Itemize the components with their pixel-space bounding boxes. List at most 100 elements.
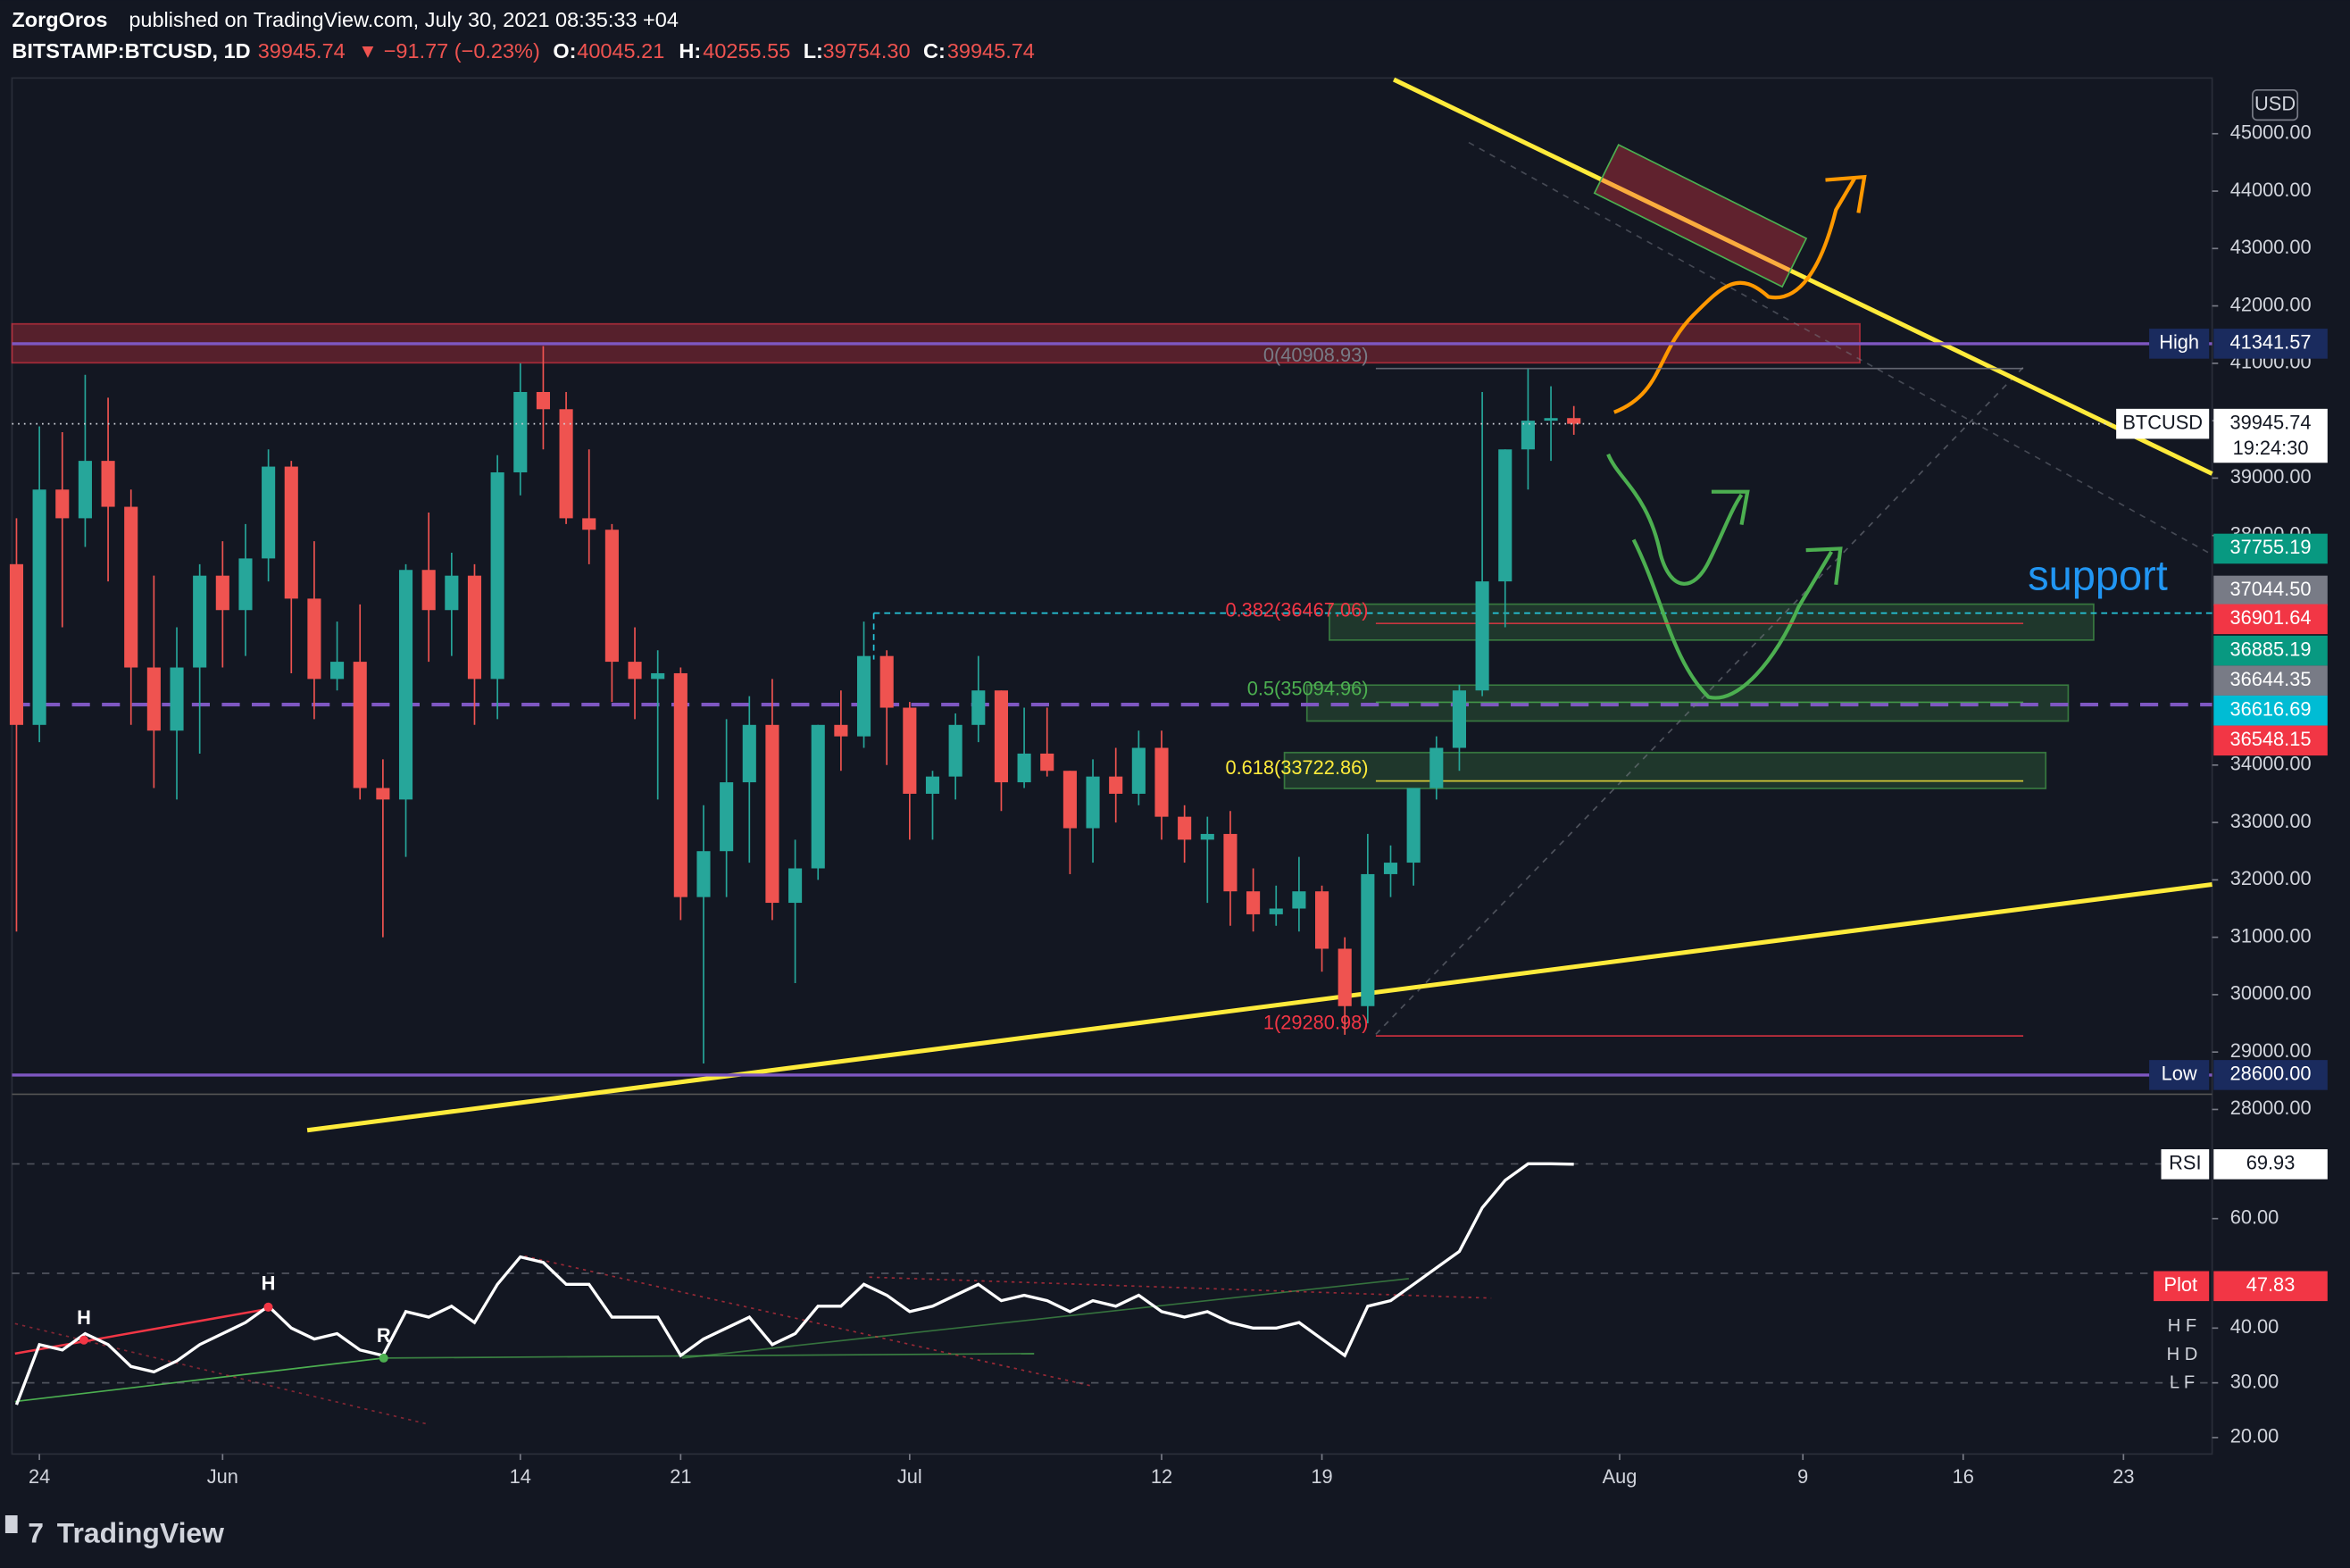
logo-mark: ▘7 [5, 1514, 44, 1548]
candle-body [238, 558, 253, 611]
candle-body [879, 655, 894, 708]
x-tick-label: 19 [1311, 1465, 1332, 1488]
rsi-badge [2161, 1149, 2210, 1180]
candle-body [330, 662, 345, 680]
price-badge-value: 36548.15 [2230, 728, 2312, 750]
y-tick-label: 45000.00 [2230, 121, 2312, 144]
green-arrow [1606, 453, 1744, 586]
candle-body [1475, 581, 1489, 691]
candle-body [856, 655, 871, 737]
x-tick-label: 24 [29, 1465, 50, 1488]
candle-body [307, 598, 321, 680]
x-tick-label: Aug [1603, 1465, 1638, 1488]
y-tick-label: 44000.00 [2230, 179, 2312, 201]
green-arrowhead [1805, 546, 1843, 586]
divergence-label: H [77, 1306, 91, 1329]
candle-body [971, 690, 986, 725]
y-tick-label: 30000.00 [2230, 982, 2312, 1005]
candle-body [398, 570, 413, 800]
candle-body [193, 575, 207, 668]
candle-body [1314, 891, 1329, 949]
plot-badge-name: Plot [2164, 1273, 2198, 1296]
y-tick-label: 39000.00 [2230, 465, 2312, 488]
candle-body [925, 776, 940, 794]
rsi-divergence [14, 1322, 428, 1425]
rsi-divergence [869, 1276, 1492, 1299]
plot-frame [11, 77, 2213, 1455]
rsi-y-tick-label: 30.00 [2230, 1370, 2279, 1392]
orange-arrowhead [1825, 174, 1867, 213]
candle-body [582, 518, 596, 530]
candle-body [1131, 747, 1146, 794]
candle-body [467, 575, 482, 680]
price-badge [2213, 408, 2328, 463]
candle-body [1062, 771, 1077, 829]
plot-badge [2154, 1271, 2210, 1302]
candle-body [9, 563, 24, 725]
candle-body [78, 461, 92, 519]
trend-line [1392, 77, 2213, 476]
candle-body [215, 575, 229, 611]
countdown: 19:24:30 [2233, 437, 2309, 459]
close-key: C: [923, 39, 946, 63]
divergence-label: H [262, 1272, 276, 1294]
support-zone [1329, 603, 2095, 641]
candle-body [490, 471, 504, 680]
price-badge-value: 37755.19 [2230, 536, 2312, 558]
candle-body [536, 391, 550, 410]
candle-body [284, 466, 298, 599]
candle-body [1086, 776, 1100, 829]
candle-body [651, 672, 665, 680]
rsi-legend-mark: L F [2170, 1373, 2195, 1393]
green-arrowhead [1711, 489, 1750, 525]
rsi-legend-mark: H D [2167, 1345, 2198, 1364]
x-tick-label: 14 [510, 1465, 531, 1488]
candle-body [376, 788, 390, 800]
open-value: 40045.21 [577, 39, 664, 63]
candle-body [1223, 833, 1238, 892]
candle-body [673, 672, 688, 897]
close-value: 39945.74 [947, 39, 1035, 63]
last-price: 39945.74 [258, 39, 346, 63]
y-tick-label: 34000.00 [2230, 753, 2312, 775]
pivot-dot [379, 1353, 388, 1363]
candle-body [1544, 418, 1558, 421]
rsi-badge-value: 69.93 [2246, 1152, 2296, 1174]
candle-body [1452, 690, 1467, 748]
candle-body [1178, 816, 1192, 840]
price-badge-value: 39945.74 [2230, 411, 2312, 433]
candle-body [1361, 873, 1375, 1006]
x-tick-label: 9 [1797, 1465, 1808, 1488]
price-badge-name: High [2159, 331, 2199, 354]
candle-body [811, 724, 825, 869]
candle-body [559, 409, 573, 519]
candle-body [948, 724, 962, 777]
candle-body [421, 570, 436, 611]
rsi-y-tick-label: 40.00 [2230, 1315, 2279, 1338]
rsi-badge [2213, 1149, 2328, 1180]
rsi-y-tick-label: 20.00 [2230, 1425, 2279, 1447]
rsi-divergence [681, 1278, 1409, 1359]
x-tick-label: 21 [670, 1465, 691, 1488]
trend-line-guide [1468, 141, 2212, 555]
x-tick-label: 23 [2112, 1465, 2134, 1488]
fib-label: 0(40908.93) [1263, 344, 1369, 366]
breakout-box [1593, 144, 1808, 288]
candle-body [903, 707, 917, 794]
rsi-legend-mark: H F [2168, 1316, 2196, 1336]
price-badge [2213, 665, 2328, 696]
candle-body [353, 662, 367, 788]
candle-body [788, 868, 803, 904]
candle-body [1406, 788, 1421, 863]
support-annotation: support [2028, 551, 2168, 598]
price-badge-value: 36901.64 [2230, 606, 2312, 629]
price-badge-value: 36885.19 [2230, 638, 2312, 660]
x-tick-label: Jun [207, 1465, 238, 1488]
candle-body [720, 782, 734, 852]
high-value: 40255.55 [703, 39, 790, 63]
rsi-divergence [14, 1307, 271, 1355]
price-badge-value: 37044.50 [2230, 578, 2312, 600]
rsi-y-tick-label: 60.00 [2230, 1205, 2279, 1228]
price-badge [2213, 725, 2328, 756]
